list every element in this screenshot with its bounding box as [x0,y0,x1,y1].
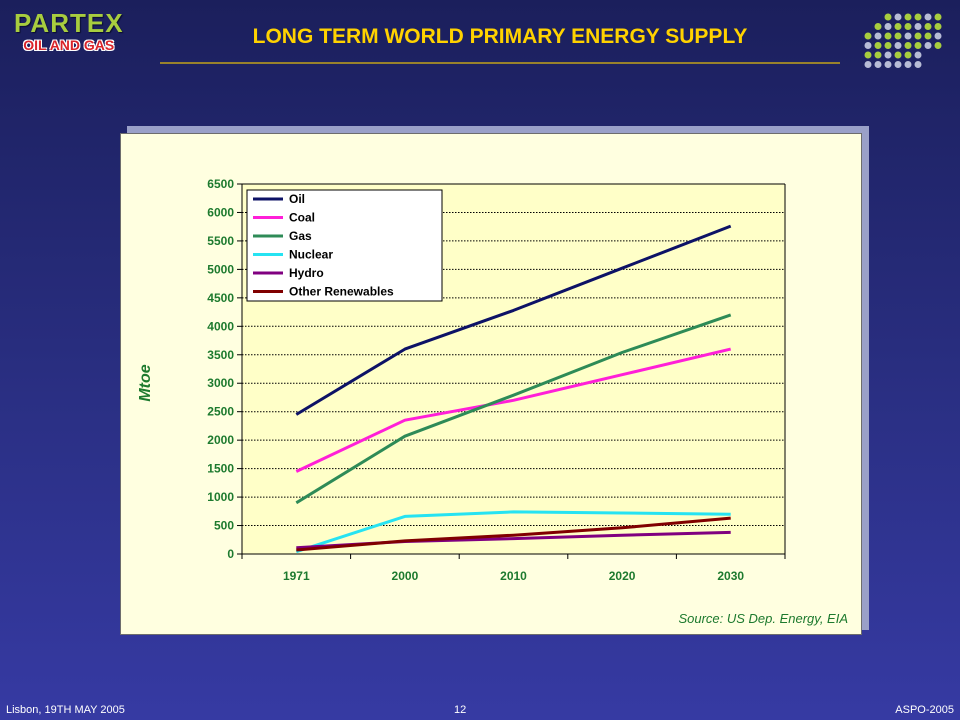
y-tick-label: 5000 [207,262,234,276]
series-line-coal [295,347,732,473]
y-tick-label: 4000 [207,319,234,333]
legend-label: Hydro [289,266,324,280]
decor-dot [904,61,912,68]
decor-dot [874,61,882,68]
x-tick-label: 2000 [392,569,419,583]
decor-dot [934,23,942,30]
legend-label: Other Renewables [289,285,394,299]
series-line-other-renewables [296,516,731,552]
brand-subtitle: OIL AND GAS [23,37,115,53]
decor-dot [934,42,942,49]
decor-dot [874,32,882,40]
decor-dot [864,61,872,68]
decor-dot [904,51,912,59]
y-tick-label: 6500 [207,177,234,191]
brand-logo: PARTEX OIL AND GAS [14,8,124,53]
legend-label: Nuclear [289,248,333,262]
y-tick-label: 3500 [207,348,234,362]
x-tick-label: 2030 [717,569,744,583]
y-tick-label: 2000 [207,433,234,447]
y-tick-label: 5500 [207,234,234,248]
decor-dot [924,42,932,49]
source-note: Source: US Dep. Energy, EIA [678,611,848,626]
decor-dot [884,42,892,49]
y-tick-label: 1500 [207,462,234,476]
series-line-oil [295,224,732,416]
decor-dot [924,32,932,40]
decor-dot [874,23,882,30]
x-tick-label: 2010 [500,569,527,583]
decor-dot [904,23,912,30]
y-tick-label: 6000 [207,205,234,219]
slide-title: LONG TERM WORLD PRIMARY ENERGY SUPPLY [252,25,748,48]
decor-dot [894,13,902,21]
y-tick-label: 3000 [207,376,234,390]
y-tick-label: 0 [227,547,234,561]
legend-label: Coal [289,211,315,225]
decor-dot [934,32,942,40]
footer-location-date: Lisbon, 19TH MAY 2005 [6,704,125,716]
decor-dot [864,42,872,49]
legend-label: Oil [289,192,305,206]
x-tick-label: 2020 [609,569,636,583]
decor-dot [864,51,872,59]
decor-dot [894,61,902,68]
decor-dot [914,51,922,59]
decor-dot [914,42,922,49]
decor-dot [894,42,902,49]
decorative-dot-grid [864,13,942,68]
footer-event: ASPO-2005 [895,704,954,716]
decor-dot [884,13,892,21]
decor-dot [924,23,932,30]
decor-dot [894,32,902,40]
x-tick-label: 1971 [283,569,310,583]
decor-dot [914,13,922,21]
title-underline [160,62,840,64]
decor-dot [904,42,912,49]
decor-dot [874,51,882,59]
decor-dot [894,51,902,59]
decor-dot [904,13,912,21]
series-line-nuclear [295,510,731,554]
legend-label: Gas [289,229,312,243]
decor-dot [884,23,892,30]
decor-dot [884,51,892,59]
brand-name: PARTEX [14,8,124,38]
decor-dot [874,42,882,49]
decor-dot [904,32,912,40]
decor-dot [914,32,922,40]
y-tick-label: 500 [214,519,234,533]
decor-dot [914,61,922,68]
y-tick-label: 1000 [207,490,234,504]
footer-page-number: 12 [454,704,467,716]
y-tick-label: 4500 [207,291,234,305]
decor-dot [894,23,902,30]
series-line-gas [295,313,732,505]
decor-dot [864,32,872,40]
legend-box [246,189,443,302]
decor-dot [914,23,922,30]
y-tick-label: 2500 [207,405,234,419]
decor-dot [884,32,892,40]
decor-dot [884,61,892,68]
decor-dot [934,13,942,21]
y-axis-label: Mtoe [137,364,154,402]
decor-dot [924,13,932,21]
